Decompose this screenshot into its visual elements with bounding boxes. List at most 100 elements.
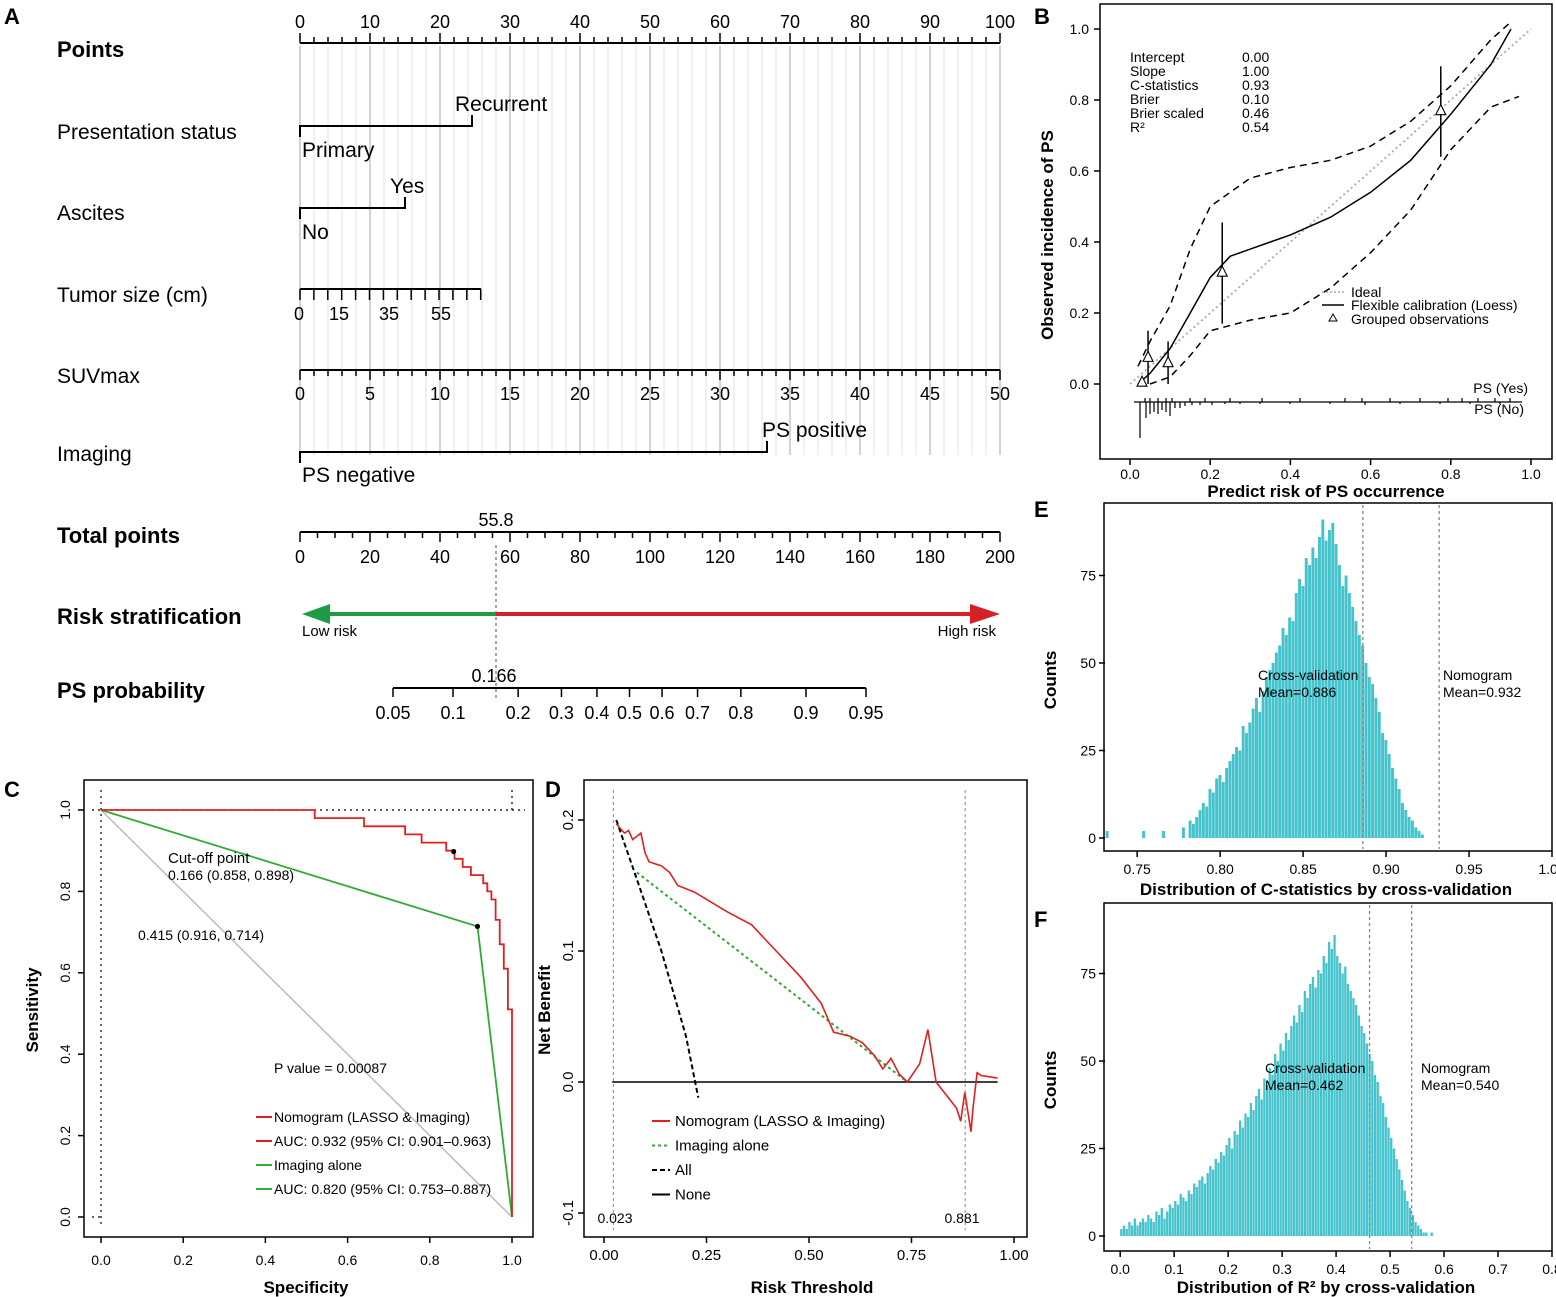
hist-bar [1321,519,1325,838]
hist-xtick-label: 0.6 [1434,1261,1454,1277]
hist-bar [1139,1222,1142,1236]
hist-bar [1384,740,1388,838]
high-risk-arrowhead [970,604,1000,624]
hist-xtick-label: 0.1 [1164,1261,1184,1277]
dca-threshold-low: 0.023 [597,1210,632,1226]
hist-bar [1168,1204,1172,1236]
points-tick-label: 20 [430,12,450,32]
points-tick-label: 50 [640,12,660,32]
prob-axis-ticks: 0.05 0.1 0.2 0.3 0.4 0.5 0.6 0.7 0.8 0.9 0.95 [375,688,884,723]
hist-bar [1392,1148,1396,1236]
hist-bar [1235,747,1238,838]
hist-bar [1406,1201,1409,1236]
points-axis-ticks: 0 10 20 30 40 50 60 70 80 90 100 [295,12,1015,43]
hist-bar [1249,1103,1253,1236]
hist-bar [1365,1043,1369,1236]
cal-loess-line [1137,28,1512,385]
presentation-scale [299,115,473,137]
cal-ideal-line [1129,28,1532,385]
hist-bar [1245,733,1248,838]
dca-plot-area [612,790,998,1230]
hist-bar [1294,593,1298,838]
suv-tick-label: 0 [295,384,305,404]
tumor-axis-ticks [299,289,482,300]
hist-bar [1260,1099,1263,1236]
total-tick-label: 200 [985,547,1015,567]
hist-bar [1344,575,1348,838]
roc-legend: Nomogram (LASSO & Imaging) AUC: 0.932 (95… [256,1109,491,1197]
panel-label-d: D [545,777,561,802]
hist-bar [1328,942,1331,1236]
hist-c-bars [1105,505,1440,849]
points-tick-label: 30 [500,12,520,32]
cal-upper-ci [1137,21,1512,367]
hist-xtick-label: 1.00 [1538,861,1556,877]
hist-bar [1298,1005,1301,1236]
hist-r-axes: 0.0 0.1 0.2 0.3 0.4 0.5 0.6 0.7 0.8 0 25 50 75 [1080,966,1556,1278]
cal-stat-name: Slope [1130,63,1166,79]
hist-bar [1301,586,1305,838]
hist-bar [1349,991,1352,1236]
hist-bar [1314,987,1317,1236]
cal-grouped-point [1216,264,1229,277]
panel-label-b: B [1034,4,1050,29]
r2-histogram-panel: F 0.0 0.1 0.2 0.3 0.4 0.5 0.6 0.7 0.8 0 25 50 75 Cou… [1034,902,1556,1297]
hist-bar [1198,1180,1201,1236]
roc-ytick-label: 0.4 [57,1044,73,1064]
legend-flex: Flexible calibration (Loess) [1351,297,1518,313]
hist-xtick-label: 0.90 [1372,861,1399,877]
hist-bar [1322,956,1325,1236]
cal-stat-name: Brier [1130,91,1160,107]
hist-bar [1171,1208,1174,1236]
cal-stat-value: 0.46 [1242,105,1269,121]
hist-bar [1176,1204,1180,1236]
hist-xtick-label: 0.0 [1110,1261,1130,1277]
hist-bar [1379,1096,1382,1236]
points-tick-label: 10 [360,12,380,32]
hist-bar [1264,677,1268,838]
hist-ytick-label: 75 [1080,966,1096,982]
hist-bar [1152,1222,1155,1236]
legend-ideal: Ideal [1351,284,1381,300]
roc-legend-label: Imaging alone [274,1157,362,1173]
hist-bar [1334,544,1338,838]
hist-bar [1408,1208,1412,1236]
hist-bar [1147,1215,1150,1236]
hist-bar [1401,803,1404,838]
roc-pvalue: P value = 0.00087 [274,1060,387,1076]
roc-ytick-label: 0.2 [57,1126,73,1146]
points-tick-label: 80 [850,12,870,32]
hist-bar [1136,1225,1139,1236]
dca-legend-label: None [675,1187,711,1204]
hist-bar [1238,1120,1242,1236]
cal-ytick-label: 0.0 [1070,376,1090,392]
row-label-risk: Risk stratification [57,604,242,629]
prob-tick-label: 0.6 [650,703,675,723]
suv-axis-ticks: 0 5 10 15 20 25 30 35 40 45 50 [295,370,1010,404]
hist-bar [1303,991,1307,1236]
cal-ytick-label: 1.0 [1070,21,1090,37]
calibration-xlabel: Predict risk of PS occurrence [1207,482,1444,501]
calibration-ylabel: Observed incidence of PS [1038,130,1057,340]
cal-xtick-label: 1.0 [1521,466,1541,482]
row-label-tumor: Tumor size (cm) [57,284,208,307]
prob-tick-label: 0.3 [549,703,574,723]
nomogram-panel: A Points Presentation status Ascites Tum… [4,4,1015,723]
dca-legend-label: Imaging alone [675,1138,769,1155]
hist-bar [1142,831,1146,838]
cal-stat-value: 1.00 [1242,63,1269,79]
cal-ytick-label: 0.6 [1070,163,1090,179]
suv-tick-label: 15 [500,384,520,404]
hist-bar [1271,1075,1274,1236]
row-label-total: Total points [57,523,180,548]
ascites-scale [299,197,406,219]
hist-bar [1252,1110,1255,1236]
hist-bar [1209,1166,1212,1236]
suv-tick-label: 35 [780,384,800,404]
roc-diagonal [100,809,513,1218]
hist-bar [1281,628,1285,838]
prob-tick-label: 0.5 [617,703,642,723]
hist-bar [1341,586,1345,838]
hist-bar [1181,827,1185,838]
